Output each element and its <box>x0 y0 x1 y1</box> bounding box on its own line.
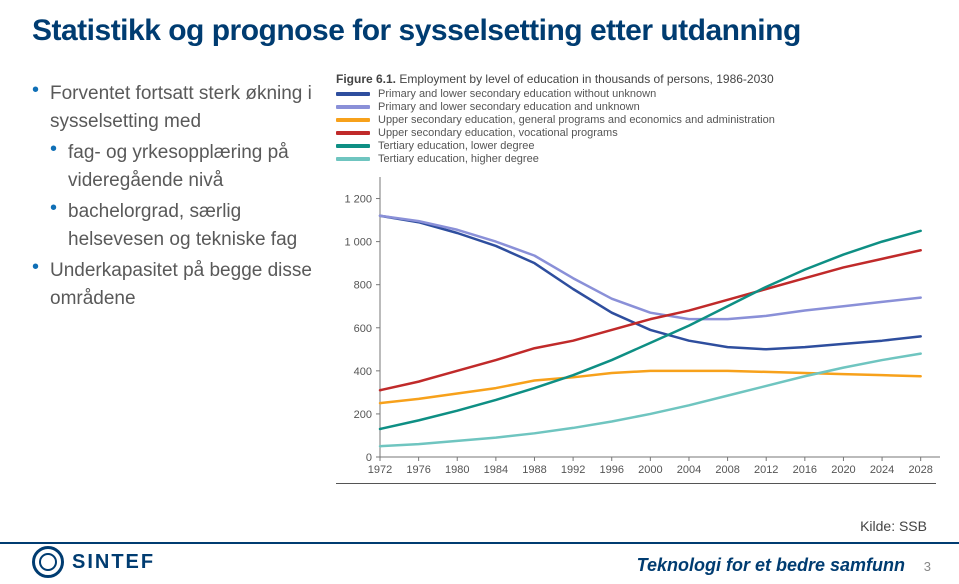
svg-text:0: 0 <box>366 452 372 464</box>
legend-swatch <box>336 105 370 109</box>
logo-ring-icon <box>32 546 64 578</box>
svg-text:2004: 2004 <box>677 464 701 476</box>
source-label: Kilde: SSB <box>860 518 927 534</box>
bullet-list: Forventet fortsatt sterk økning i syssel… <box>32 80 327 316</box>
svg-text:1980: 1980 <box>445 464 469 476</box>
svg-text:2008: 2008 <box>715 464 739 476</box>
svg-text:1972: 1972 <box>368 464 392 476</box>
bullet-item: Underkapasitet på begge disse områdene <box>32 257 327 312</box>
figure-rule <box>336 483 936 484</box>
legend-swatch <box>336 157 370 161</box>
svg-text:2016: 2016 <box>793 464 817 476</box>
svg-text:2012: 2012 <box>754 464 778 476</box>
footer: SINTEF Teknologi for et bedre samfunn 3 <box>0 542 959 584</box>
legend-label: Tertiary education, lower degree <box>378 140 535 152</box>
legend-label: Upper secondary education, vocational pr… <box>378 127 618 139</box>
legend-swatch <box>336 92 370 96</box>
figure-legend: Primary and lower secondary education wi… <box>336 88 936 165</box>
svg-text:400: 400 <box>354 366 372 378</box>
svg-text:1976: 1976 <box>406 464 430 476</box>
figure-caption-label: Figure 6.1. <box>336 72 396 86</box>
legend-row: Primary and lower secondary education wi… <box>336 88 936 100</box>
line-chart: 0 200 400 600 800 1 000 1 200 1972 1976 1980 1984 1… <box>336 171 946 477</box>
sintef-logo: SINTEF <box>32 546 155 578</box>
footer-tagline: Teknologi for et bedre samfunn <box>637 555 905 576</box>
legend-label: Upper secondary education, general progr… <box>378 114 775 126</box>
legend-label: Tertiary education, higher degree <box>378 153 539 165</box>
svg-text:1 000: 1 000 <box>344 237 372 249</box>
legend-row: Upper secondary education, vocational pr… <box>336 127 936 139</box>
legend-label: Primary and lower secondary education an… <box>378 101 640 113</box>
svg-text:2000: 2000 <box>638 464 662 476</box>
legend-row: Tertiary education, lower degree <box>336 140 936 152</box>
legend-swatch <box>336 131 370 135</box>
legend-swatch <box>336 118 370 122</box>
figure: Figure 6.1. Employment by level of educa… <box>336 72 936 484</box>
svg-text:200: 200 <box>354 409 372 421</box>
svg-text:1984: 1984 <box>484 464 508 476</box>
svg-text:1 200: 1 200 <box>344 194 372 206</box>
legend-label: Primary and lower secondary education wi… <box>378 88 656 100</box>
page-number: 3 <box>924 559 931 574</box>
svg-text:1992: 1992 <box>561 464 585 476</box>
svg-text:2028: 2028 <box>908 464 932 476</box>
legend-row: Upper secondary education, general progr… <box>336 114 936 126</box>
figure-caption-text: Employment by level of education in thou… <box>399 72 773 86</box>
slide-title: Statistikk og prognose for sysselsetting… <box>32 14 927 48</box>
bullet-subitem: bachelorgrad, særlig helsevesen og tekni… <box>50 198 327 253</box>
legend-row: Primary and lower secondary education an… <box>336 101 936 113</box>
figure-caption: Figure 6.1. Employment by level of educa… <box>336 72 936 86</box>
logo-text: SINTEF <box>72 551 155 574</box>
svg-text:2024: 2024 <box>870 464 894 476</box>
bullet-item: Forventet fortsatt sterk økning i syssel… <box>32 80 327 253</box>
svg-text:800: 800 <box>354 280 372 292</box>
legend-swatch <box>336 144 370 148</box>
svg-text:1988: 1988 <box>522 464 546 476</box>
svg-text:2020: 2020 <box>831 464 855 476</box>
bullet-subitem: fag- og yrkesopplæring på videregående n… <box>50 139 327 194</box>
svg-text:600: 600 <box>354 323 372 335</box>
legend-row: Tertiary education, higher degree <box>336 153 936 165</box>
svg-text:1996: 1996 <box>599 464 623 476</box>
